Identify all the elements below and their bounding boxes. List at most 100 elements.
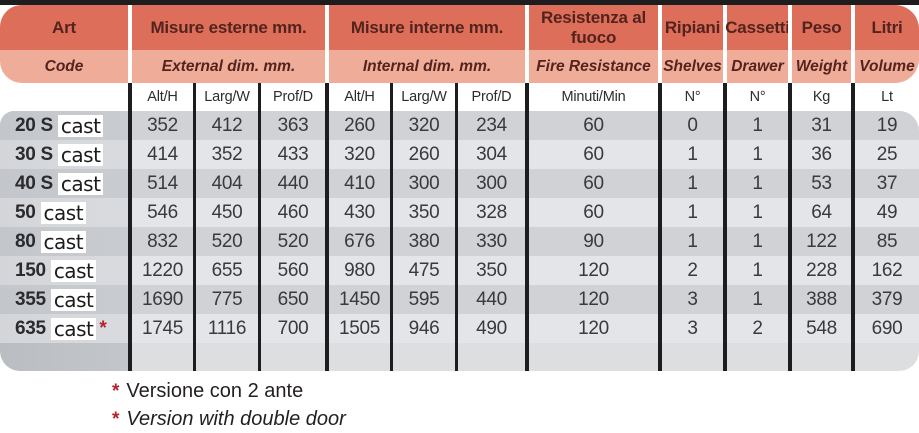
- header-group-en-8: Volume: [851, 50, 919, 83]
- header-group-en-3: Internal dim. mm.: [325, 50, 525, 83]
- footnotes: * Versione con 2 ante * Version with double…: [112, 379, 919, 432]
- value-cell: 0: [658, 111, 723, 140]
- row-label-cell: 80 cast: [0, 227, 128, 256]
- value-cell: 1690: [128, 285, 193, 314]
- brand-badge: cast: [50, 259, 97, 282]
- bottom-strip-cell: [258, 343, 325, 371]
- value-cell: 700: [258, 314, 325, 343]
- value-cell: 690: [851, 314, 919, 343]
- row-label-cell: 355 cast: [0, 285, 128, 314]
- value-cell: 60: [525, 140, 658, 169]
- bottom-strip-cell: [325, 343, 390, 371]
- value-cell: 433: [258, 140, 325, 169]
- brand-badge: cast: [40, 230, 87, 253]
- value-cell: 2: [658, 256, 723, 285]
- row-code: 20 S: [15, 114, 53, 136]
- value-cell: 320: [390, 111, 455, 140]
- spec-table: Art Misure esterne mm. Misure interne mm. R…: [0, 5, 919, 371]
- header-group-it-2: Misure esterne mm.: [128, 5, 325, 50]
- row-label-cell: 150 cast: [0, 256, 128, 285]
- value-cell: 520: [258, 227, 325, 256]
- brand-badge: cast: [50, 317, 97, 340]
- value-cell: 490: [455, 314, 525, 343]
- value-cell: 2: [723, 314, 788, 343]
- header-group-en-2: External dim. mm.: [128, 50, 325, 83]
- header-group-en-1: Code: [0, 50, 128, 83]
- unit-cell-6: Prof/D: [455, 83, 525, 111]
- value-cell: 3: [658, 285, 723, 314]
- header-group-it-3: Misure interne mm.: [325, 5, 525, 50]
- value-cell: 3: [658, 314, 723, 343]
- value-cell: 414: [128, 140, 193, 169]
- value-cell: 60: [525, 198, 658, 227]
- units-row-label-spacer: [0, 83, 128, 111]
- value-cell: 120: [525, 314, 658, 343]
- value-cell: 363: [258, 111, 325, 140]
- header-group-en-4: Fire Resistance: [525, 50, 658, 83]
- value-cell: 410: [325, 169, 390, 198]
- value-cell: 350: [455, 256, 525, 285]
- row-code: 50: [15, 201, 36, 223]
- header-group-it-4: Resistenza al fuoco: [525, 5, 658, 50]
- row-code: 150: [15, 259, 46, 281]
- value-cell: 304: [455, 140, 525, 169]
- value-cell: 60: [525, 111, 658, 140]
- value-cell: 228: [788, 256, 851, 285]
- bottom-strip-cell: [193, 343, 258, 371]
- value-cell: 440: [258, 169, 325, 198]
- header-group-it-8: Litri: [851, 5, 919, 50]
- value-cell: 300: [390, 169, 455, 198]
- table-row: 50 cast 546 450 460 430 350 328 60 1 1 64 49: [0, 198, 919, 227]
- unit-cell-2: Larg/W: [193, 83, 258, 111]
- value-cell: 650: [258, 285, 325, 314]
- value-cell: 19: [851, 111, 919, 140]
- value-cell: 328: [455, 198, 525, 227]
- unit-cell-7: Minuti/Min: [525, 83, 658, 111]
- value-cell: 775: [193, 285, 258, 314]
- footnote-text: Versione con 2 ante: [126, 380, 304, 402]
- value-cell: 120: [525, 285, 658, 314]
- value-cell: 350: [390, 198, 455, 227]
- value-cell: 1: [723, 140, 788, 169]
- value-cell: 90: [525, 227, 658, 256]
- header-row-italian: Art Misure esterne mm. Misure interne mm. R…: [0, 5, 919, 50]
- value-cell: 300: [455, 169, 525, 198]
- bottom-strip-cell: [128, 343, 193, 371]
- value-cell: 430: [325, 198, 390, 227]
- unit-cell-8: N°: [658, 83, 723, 111]
- value-cell: 1: [658, 227, 723, 256]
- header-group-it-1: Art: [0, 5, 128, 50]
- bottom-strip-cell: [658, 343, 723, 371]
- value-cell: 450: [193, 198, 258, 227]
- header-group-it-7: Peso: [788, 5, 851, 50]
- value-cell: 1: [723, 198, 788, 227]
- value-cell: 980: [325, 256, 390, 285]
- value-cell: 1: [723, 285, 788, 314]
- value-cell: 260: [325, 111, 390, 140]
- value-cell: 1: [723, 256, 788, 285]
- value-cell: 122: [788, 227, 851, 256]
- value-cell: 320: [325, 140, 390, 169]
- bottom-strip: [0, 343, 919, 371]
- value-cell: 520: [193, 227, 258, 256]
- value-cell: 1745: [128, 314, 193, 343]
- value-cell: 388: [788, 285, 851, 314]
- brand-badge: cast: [50, 288, 97, 311]
- header-group-en-5: Shelves: [658, 50, 723, 83]
- value-cell: 1: [723, 111, 788, 140]
- value-cell: 946: [390, 314, 455, 343]
- brand-badge: cast: [57, 172, 104, 195]
- brand-badge: cast: [40, 201, 87, 224]
- bottom-strip-cell: [455, 343, 525, 371]
- row-code: 30 S: [15, 143, 53, 165]
- unit-cell-4: Alt/H: [325, 83, 390, 111]
- value-cell: 548: [788, 314, 851, 343]
- row-code: 80: [15, 230, 36, 252]
- value-cell: 1450: [325, 285, 390, 314]
- row-label-cell: 50 cast: [0, 198, 128, 227]
